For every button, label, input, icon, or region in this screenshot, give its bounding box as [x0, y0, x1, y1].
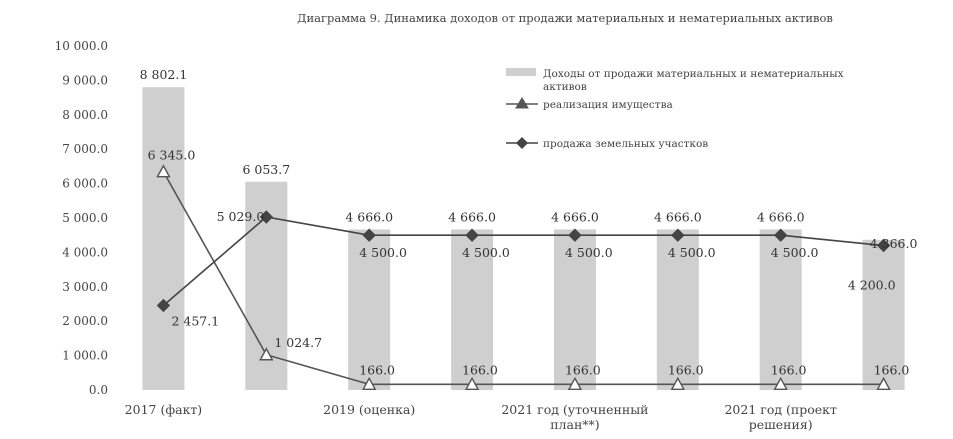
chart-title: Диаграмма 9. Динамика доходов от продажи…: [297, 11, 833, 25]
data-labels: 8 802.1 6 053.7 4 666.0 4 666.0 4 666.0 4 666…: [140, 67, 918, 377]
bar: [142, 87, 185, 390]
data-label: 8 802.1: [140, 67, 188, 82]
diamond-marker: [773, 228, 788, 242]
legend: Доходы от продажи материальных и нематер…: [506, 68, 844, 150]
legend-label: продажа земельных участков: [543, 138, 708, 150]
y-tick-label: 9 000.0: [62, 73, 108, 87]
data-label: 4 366.0: [870, 236, 918, 251]
triangle-marker: [156, 164, 171, 178]
data-label: 4 500.0: [462, 245, 510, 260]
data-label: 4 666.0: [448, 209, 496, 224]
data-label: 4 666.0: [757, 209, 805, 224]
data-label: 4 200.0: [848, 278, 896, 293]
legend-triangle-marker: [515, 97, 529, 109]
legend-swatch-bar: [506, 68, 536, 76]
diamond-marker: [876, 238, 891, 253]
data-label: 6 345.0: [148, 148, 196, 163]
x-axis: 2017 (факт) 2019 (оценка) 2021 год (уточне…: [125, 402, 837, 432]
line-series: [156, 164, 891, 390]
bar: [348, 229, 391, 390]
bar: [759, 229, 802, 390]
triangle-marker: [259, 347, 274, 361]
triangle-marker: [773, 376, 788, 390]
diamond-marker: [671, 228, 685, 242]
data-label: 166.0: [359, 362, 395, 377]
bar-series: [142, 87, 905, 390]
y-tick-label: 0.0: [89, 383, 108, 397]
x-tick-label: 2017 (факт): [125, 402, 203, 417]
triangle-marker: [876, 376, 891, 390]
y-tick-label: 8 000.0: [62, 108, 108, 122]
diamond-marker: [362, 228, 376, 242]
y-tick-label: 7 000.0: [62, 142, 108, 156]
triangle-marker: [670, 376, 685, 390]
data-label: 1 024.7: [274, 335, 322, 350]
y-tick-label: 1 000.0: [62, 349, 108, 363]
legend-label: Доходы от продажи материальных и нематер…: [543, 68, 844, 93]
legend-label: реализация имущества: [543, 99, 673, 111]
legend-diamond-marker: [516, 137, 528, 149]
data-label: 4 666.0: [654, 209, 702, 224]
x-tick-label: 2021 год (уточненный план**): [501, 402, 648, 432]
data-label: 166.0: [874, 362, 910, 377]
data-label: 2 457.1: [171, 313, 219, 328]
y-axis: 0.0 1 000.0 2 000.0 3 000.0 4 000.0 5 000.0 6 …: [55, 39, 108, 397]
data-label: 4 666.0: [551, 209, 599, 224]
x-tick-label: 2021 год (проект решения): [724, 402, 836, 432]
triangle-marker: [362, 376, 377, 390]
data-label: 166.0: [771, 362, 807, 377]
series-line: [162, 171, 884, 386]
data-label: 166.0: [565, 362, 601, 377]
bar: [553, 229, 596, 390]
data-label: 4 500.0: [359, 245, 407, 260]
y-tick-label: 6 000.0: [62, 177, 108, 191]
data-label: 166.0: [462, 362, 498, 377]
y-tick-label: 3 000.0: [62, 280, 108, 294]
data-label: 6 053.7: [242, 162, 290, 177]
data-label: 4 666.0: [345, 209, 393, 224]
data-label: 5 029.0: [217, 209, 265, 224]
y-tick-label: 4 000.0: [62, 245, 108, 259]
y-tick-label: 2 000.0: [62, 314, 108, 328]
diamond-marker: [568, 228, 582, 242]
y-tick-label: 10 000.0: [55, 39, 108, 53]
diamond-marker: [259, 210, 274, 224]
series-line: [162, 216, 884, 307]
bar: [451, 229, 494, 390]
data-label: 4 500.0: [565, 245, 613, 260]
data-label: 4 500.0: [771, 245, 819, 260]
x-tick-label: 2019 (оценка): [323, 402, 415, 417]
data-label: 4 500.0: [668, 245, 716, 260]
data-label: 166.0: [668, 362, 704, 377]
diamond-marker: [156, 298, 171, 313]
y-tick-label: 5 000.0: [62, 211, 108, 225]
bar: [862, 239, 905, 390]
diamond-marker: [465, 228, 479, 242]
triangle-marker: [464, 376, 480, 390]
triangle-marker: [567, 376, 583, 390]
bar: [656, 229, 699, 390]
